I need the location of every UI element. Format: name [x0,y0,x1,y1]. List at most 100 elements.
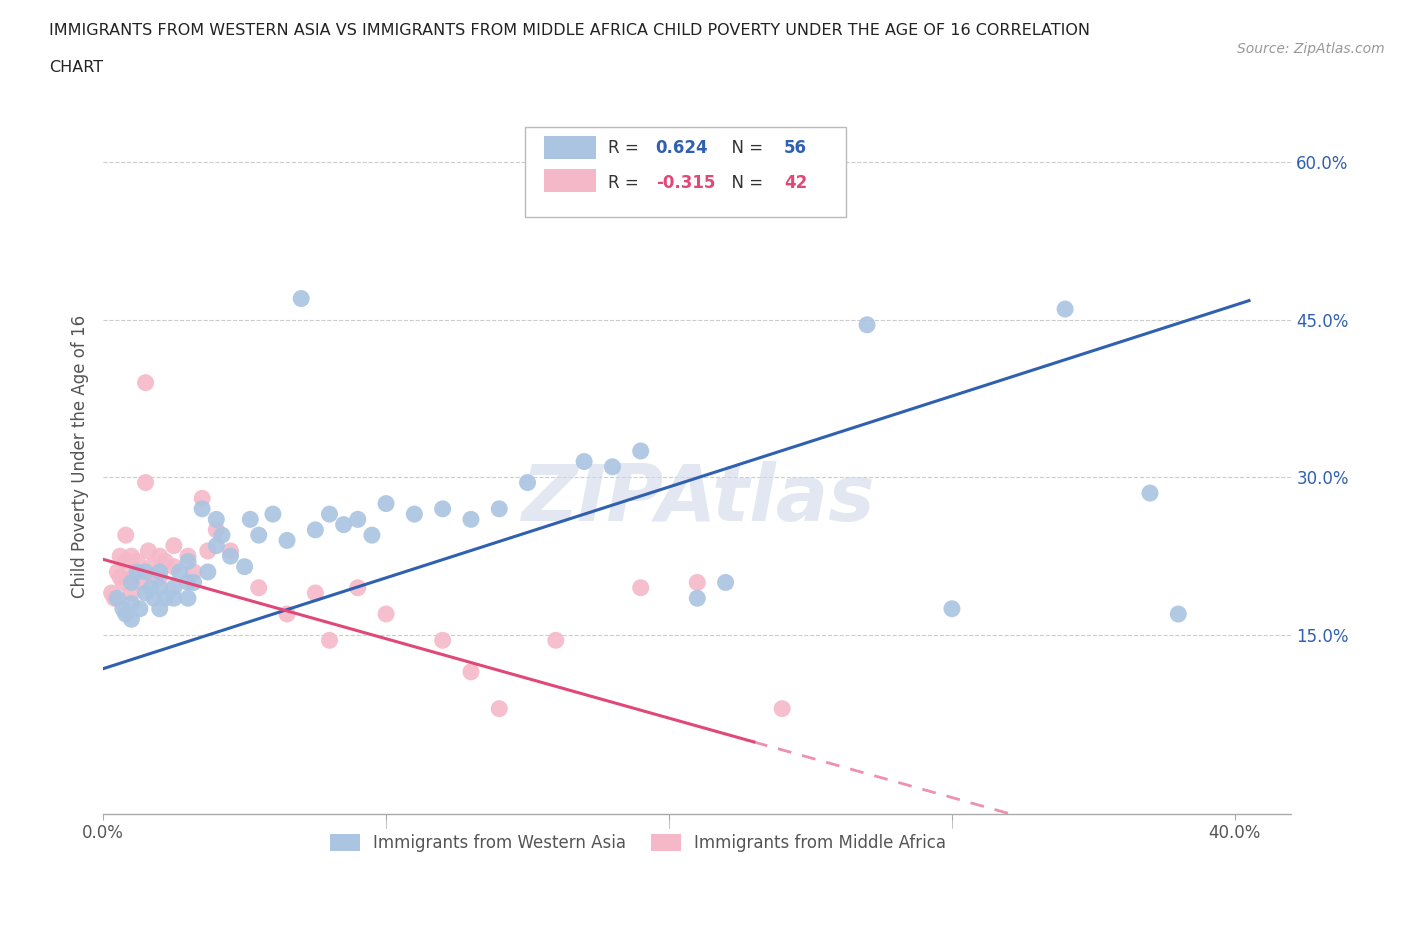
Point [177,591,200,605]
Point [318,632,340,647]
Point [239,512,262,526]
Point [219,549,242,564]
Point [105,565,128,579]
Point [432,632,454,647]
Point [155,554,177,569]
Point [856,317,879,332]
Point [138,543,160,558]
Point [488,701,510,716]
Text: Source: ZipAtlas.com: Source: ZipAtlas.com [1237,42,1385,56]
Point [177,575,200,590]
Point [1139,485,1161,500]
Text: 42: 42 [785,174,807,192]
Point [770,701,793,716]
Point [120,586,142,601]
Point [233,559,256,574]
Point [149,580,172,595]
Point [361,527,384,542]
Point [125,554,148,569]
Point [135,375,157,390]
Point [141,559,163,574]
Point [262,507,284,522]
Point [177,554,200,569]
Point [630,444,652,458]
Y-axis label: Child Poverty Under the Age of 16: Child Poverty Under the Age of 16 [72,314,89,598]
Text: 0.624: 0.624 [655,140,709,157]
Point [108,549,131,564]
Point [141,580,163,595]
Point [205,512,228,526]
Point [183,575,205,590]
Point [276,533,298,548]
Point [163,538,186,553]
Point [169,565,191,579]
Point [205,538,228,553]
Point [205,523,228,538]
Point [143,591,166,605]
Text: ZIPAtlas: ZIPAtlas [520,461,875,538]
Point [120,575,142,590]
Point [111,602,134,617]
Point [135,565,157,579]
Point [375,496,398,511]
Point [686,575,709,590]
Text: R =: R = [609,140,644,157]
Point [1054,301,1077,316]
Text: N =: N = [721,174,769,192]
Point [572,454,595,469]
Point [149,570,172,585]
Point [318,507,340,522]
Point [105,591,128,605]
Point [197,543,219,558]
Point [346,580,368,595]
Point [191,501,214,516]
Point [120,596,142,611]
Point [129,575,152,590]
Point [163,559,186,574]
Point [460,664,482,679]
Point [183,565,205,579]
Point [163,591,186,605]
Point [686,591,709,605]
Point [120,612,142,627]
FancyBboxPatch shape [544,136,596,159]
Text: -0.315: -0.315 [655,174,716,192]
Point [125,565,148,579]
Point [219,543,242,558]
Point [191,491,214,506]
Text: R =: R = [609,174,644,192]
Point [404,507,426,522]
Point [516,475,538,490]
Point [155,591,177,605]
Point [114,554,136,569]
Text: CHART: CHART [49,60,103,75]
Point [114,606,136,621]
Point [143,570,166,585]
Point [149,602,172,617]
Point [149,549,172,564]
Point [135,586,157,601]
Point [488,501,510,516]
Point [177,549,200,564]
Point [120,570,142,585]
Point [211,527,233,542]
Point [304,586,326,601]
Text: N =: N = [721,140,769,157]
FancyBboxPatch shape [544,169,596,193]
Point [120,549,142,564]
Point [290,291,312,306]
Point [247,580,270,595]
Point [602,459,624,474]
Point [100,586,122,601]
Point [114,527,136,542]
Point [544,632,567,647]
Point [375,606,398,621]
Point [247,527,270,542]
Point [1167,606,1189,621]
Text: IMMIGRANTS FROM WESTERN ASIA VS IMMIGRANTS FROM MIDDLE AFRICA CHILD POVERTY UNDE: IMMIGRANTS FROM WESTERN ASIA VS IMMIGRAN… [49,23,1090,38]
Point [276,606,298,621]
Point [346,512,368,526]
Point [103,591,125,605]
Point [460,512,482,526]
Point [941,602,963,617]
